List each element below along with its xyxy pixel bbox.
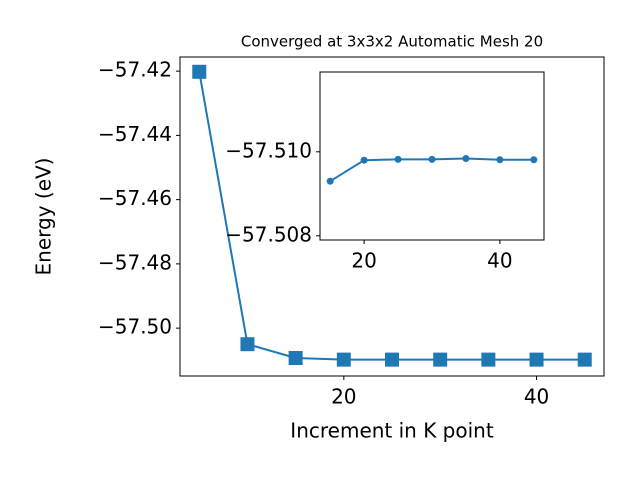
y-tick-label: −57.44 [98,122,172,146]
marker [326,177,334,185]
x-tick-label: 40 [487,249,512,273]
marker [428,155,436,163]
y-tick-label: −57.510 [225,138,312,162]
x-axis-label: Increment in K point [290,419,494,443]
y-axis-label: Energy (eV) [32,158,56,276]
marker [192,64,207,79]
marker [530,156,538,164]
marker [240,337,255,352]
marker [529,352,544,367]
y-tick-label: −57.508 [225,222,312,246]
y-tick-label: −57.48 [98,250,172,274]
marker [288,351,303,366]
marker [481,352,496,367]
x-tick-label: 20 [331,385,356,409]
marker [462,155,470,163]
marker [336,352,351,367]
marker [385,352,399,367]
x-tick-label: 20 [351,249,376,273]
marker [360,156,368,164]
y-tick-label: −57.46 [98,186,172,210]
y-tick-label: −57.50 [98,315,172,339]
marker [394,155,402,163]
marker [577,352,592,367]
marker [496,156,504,164]
x-tick-label: 40 [524,385,549,409]
marker [433,352,448,367]
chart-title: Converged at 3x3x2 Automatic Mesh 20 [241,33,543,51]
y-tick-label: −57.42 [98,58,172,82]
